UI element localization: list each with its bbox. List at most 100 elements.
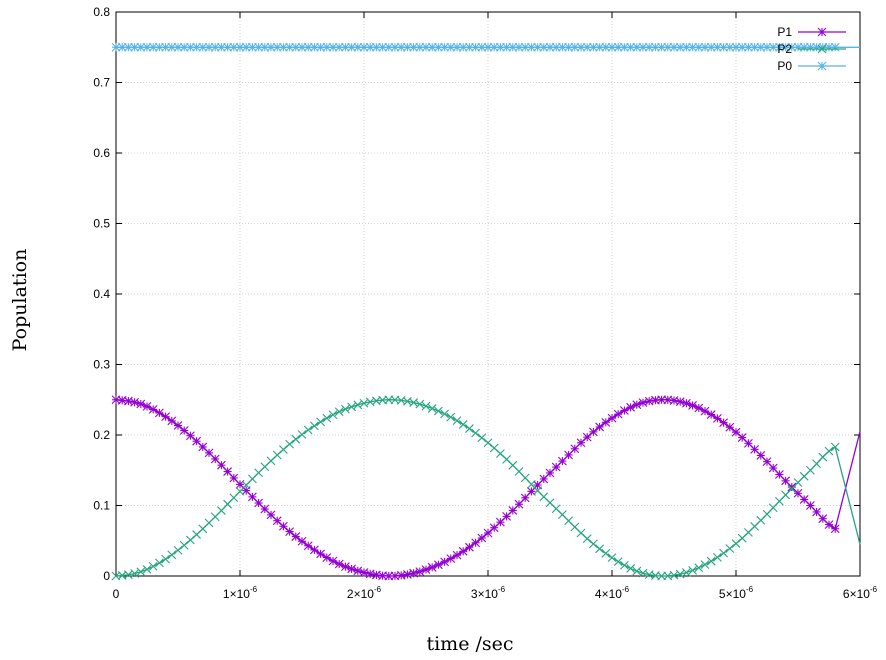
data-point <box>471 42 480 52</box>
marker-stroke <box>719 548 728 558</box>
marker-stroke <box>179 540 189 550</box>
data-point <box>682 568 691 577</box>
x-tick-exponent: -6 <box>746 585 754 594</box>
data-point <box>167 550 177 560</box>
data-point <box>285 527 294 536</box>
data-point <box>632 400 642 410</box>
x-tick-label: 0 <box>113 587 120 601</box>
data-point <box>341 404 350 414</box>
data-point <box>830 442 840 452</box>
data-point <box>595 544 604 554</box>
data-point <box>632 42 642 52</box>
marker-stroke <box>613 557 623 567</box>
data-point <box>477 42 487 52</box>
data-point <box>353 400 363 410</box>
data-point <box>186 42 195 52</box>
legend-label: P1 <box>777 25 792 39</box>
data-point <box>217 460 226 470</box>
data-point <box>291 532 301 541</box>
marker-stroke <box>465 424 474 433</box>
data-point <box>762 42 772 52</box>
marker-stroke <box>421 401 431 411</box>
y-tick-label: 0.1 <box>93 499 110 513</box>
legend-item-p0: P0 <box>777 59 846 73</box>
data-point <box>675 397 685 407</box>
data-point <box>688 565 697 575</box>
data-point <box>830 42 840 52</box>
data-point <box>471 538 480 548</box>
data-point <box>713 413 722 423</box>
data-point <box>589 427 598 437</box>
data-point <box>353 566 363 576</box>
marker-stroke <box>713 552 722 562</box>
data-point <box>570 42 580 52</box>
data-point <box>799 495 809 504</box>
data-point <box>595 42 604 52</box>
data-point <box>254 42 263 52</box>
data-point <box>458 420 468 429</box>
data-point <box>483 528 493 538</box>
x-tick-mantissa: 1×10 <box>223 587 250 601</box>
data-point <box>452 550 462 560</box>
marker-stroke <box>111 571 121 581</box>
data-point <box>626 564 635 573</box>
data-point <box>725 544 735 553</box>
data-point <box>161 554 170 564</box>
data-point <box>235 42 245 52</box>
data-point <box>477 433 487 443</box>
marker-stroke <box>477 433 487 443</box>
data-point <box>173 421 183 430</box>
x-tick-exponent: -6 <box>498 585 506 594</box>
data-point <box>322 42 332 52</box>
data-point <box>465 542 474 552</box>
y-tick-label: 0.6 <box>93 146 110 160</box>
data-point <box>167 416 177 426</box>
data-point <box>700 406 710 416</box>
marker-stroke <box>700 560 710 570</box>
data-point <box>409 568 418 578</box>
data-point <box>706 42 716 52</box>
y-tick-label: 0.8 <box>93 5 110 19</box>
data-point <box>719 418 728 428</box>
data-point <box>700 42 710 52</box>
data-point <box>737 42 747 52</box>
marker-stroke <box>434 406 443 416</box>
data-point <box>713 552 722 562</box>
data-point <box>279 42 288 52</box>
marker-stroke <box>657 571 666 581</box>
data-point <box>582 534 592 544</box>
marker-stroke <box>663 571 673 581</box>
marker-stroke <box>533 486 542 496</box>
data-point <box>378 571 387 581</box>
data-point <box>694 563 704 573</box>
axis-ticks: 00.10.20.30.40.50.60.70.80 1×10-6 2×10-6 3×… <box>93 5 877 601</box>
data-point <box>719 42 728 52</box>
marker-stroke <box>688 565 697 575</box>
data-point <box>657 42 666 52</box>
series-p2 <box>111 395 861 581</box>
legend: P1 P2 P0 <box>777 25 846 73</box>
data-point <box>279 445 288 454</box>
data-point <box>279 521 288 531</box>
data-point <box>682 398 691 408</box>
marker-stroke <box>817 44 827 54</box>
data-point <box>272 42 282 52</box>
data-point <box>545 42 555 52</box>
marker-stroke <box>279 445 288 454</box>
data-point <box>582 432 592 442</box>
data-point <box>328 410 338 420</box>
y-tick-label: 0.5 <box>93 217 110 231</box>
data-point <box>372 42 381 52</box>
marker-stroke <box>130 569 139 578</box>
data-point <box>508 42 518 52</box>
x-tick-exponent: -6 <box>870 585 878 594</box>
x-tick-mantissa: 4×10 <box>595 587 622 601</box>
data-point <box>316 417 325 427</box>
data-point <box>775 470 784 479</box>
marker-stroke <box>483 438 493 448</box>
data-point <box>830 524 840 534</box>
data-point <box>756 451 766 460</box>
marker-stroke <box>372 396 381 406</box>
x-tick-mantissa: 3×10 <box>471 587 498 601</box>
marker-stroke <box>161 554 170 564</box>
